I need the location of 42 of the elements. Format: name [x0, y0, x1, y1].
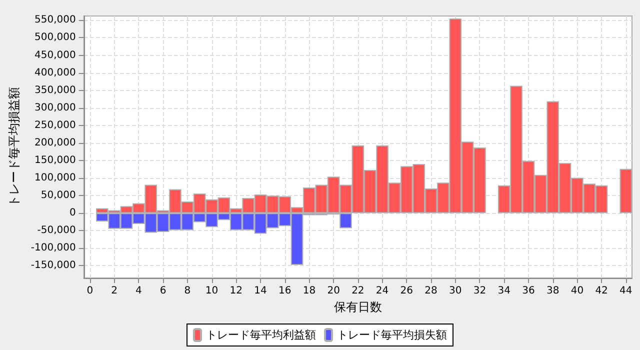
x-tick-label: 18 [302, 286, 316, 296]
legend-label: トレード毎平均利益額 [206, 328, 316, 342]
x-tick-label: 8 [184, 286, 191, 296]
x-tick-label: 22 [352, 286, 364, 296]
y-tick-label: 200,000 [34, 137, 76, 148]
y-tick-label: 0 [69, 208, 76, 219]
x-tick-label: 2 [111, 286, 118, 296]
x-tick-label: 40 [570, 286, 584, 296]
y-tick-label: 50,000 [40, 190, 76, 202]
x-tick-label: 44 [620, 286, 632, 296]
x-tick-label: 26 [400, 286, 414, 296]
y-tick-label: 400,000 [34, 67, 76, 78]
x-tick-label: 0 [86, 286, 94, 296]
y-tick-label: 450,000 [34, 50, 76, 61]
x-tick-label: 12 [230, 286, 242, 296]
x-tick-label: 34 [498, 286, 510, 296]
x-tick-label: 32 [473, 286, 486, 296]
y-tick-label: 250,000 [34, 120, 76, 131]
x-tick-label: 24 [376, 286, 389, 296]
y-tick-label: -100,000 [30, 242, 76, 254]
legend-label: トレード毎平均損失額 [337, 328, 447, 342]
x-axis-title: 保有日数 [334, 300, 382, 314]
x-tick-label: 30 [449, 286, 462, 296]
x-tick-label: 4 [135, 286, 142, 296]
x-tick-label: 14 [254, 286, 267, 296]
x-tick-label: 36 [522, 286, 535, 296]
x-tick-label: 10 [205, 286, 218, 296]
x-tick-label: 16 [278, 286, 292, 296]
x-tick-label: 28 [424, 286, 438, 296]
y-tick-label: 150,000 [34, 155, 76, 166]
x-tick-label: 42 [595, 286, 608, 296]
y-tick-label: 350,000 [34, 84, 76, 96]
y-tick-label: 100,000 [34, 172, 76, 184]
y-tick-label: 550,000 [34, 14, 76, 26]
y-axis-title: トレード毎平均損益額 [7, 87, 21, 207]
x-tick-label: 6 [160, 286, 166, 296]
x-tick-label: 20 [327, 286, 340, 296]
y-tick-label: -50,000 [37, 225, 76, 236]
y-tick-label: -150,000 [30, 260, 76, 272]
y-tick-label: 300,000 [34, 102, 76, 114]
y-tick-label: 500,000 [34, 32, 76, 44]
x-tick-label: 38 [546, 286, 560, 296]
